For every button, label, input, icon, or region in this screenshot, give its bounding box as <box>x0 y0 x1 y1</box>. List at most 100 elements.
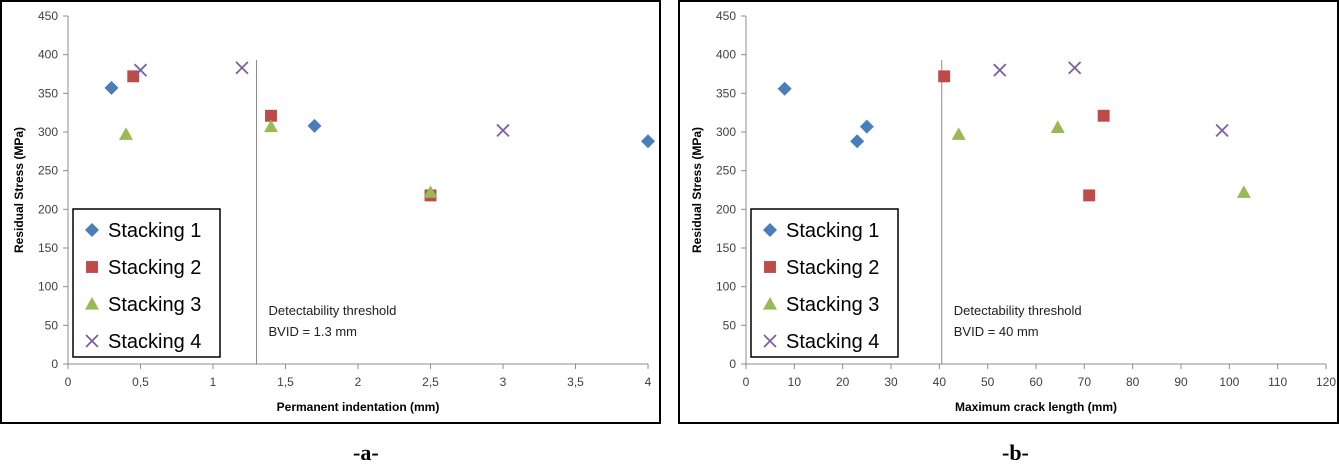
x-tick-label: 3,5 <box>567 375 584 389</box>
x-tick-label: 20 <box>836 375 850 389</box>
legend-label-2: Stacking 2 <box>108 257 201 279</box>
series-1-point-1 <box>777 81 792 96</box>
legend-label-3: Stacking 3 <box>786 294 879 316</box>
y-tick-label: 250 <box>38 164 58 178</box>
series-3 <box>119 119 438 198</box>
legend-label-3: Stacking 3 <box>108 294 201 316</box>
legend-marker-4 <box>85 334 99 348</box>
y-tick-label: 400 <box>38 48 58 62</box>
series-1-point-3 <box>859 119 874 134</box>
y-axis-title: Residual Stress (MPa) <box>690 127 704 253</box>
x-tick-label: 80 <box>1126 375 1140 389</box>
x-tick-label: 40 <box>933 375 947 389</box>
legend-marker-1 <box>763 223 777 237</box>
x-tick-label: 120 <box>1316 375 1336 389</box>
x-tick-label: 70 <box>1078 375 1092 389</box>
legend-label-4: Stacking 4 <box>108 331 201 353</box>
y-tick-label: 150 <box>38 241 58 255</box>
chart-a: 0 50 100 150 200 250 300 350 400 450 0 0,5 1 1,5 2 2,5 3… <box>0 0 661 424</box>
series-1-point-2 <box>307 118 322 133</box>
x-tick-label: 60 <box>1029 375 1043 389</box>
series-4-point-2 <box>235 61 249 75</box>
y-tick-label: 50 <box>723 318 737 332</box>
y-tick-label: 100 <box>716 280 736 294</box>
series-4 <box>993 61 1229 138</box>
threshold-annotation-value: BVID = 1.3 mm <box>269 324 358 339</box>
series-4-point-1 <box>133 63 148 77</box>
legend: Stacking 1 Stacking 2 Stacking 3 Stacking 4 <box>72 208 221 358</box>
x-tick-label: 10 <box>788 375 802 389</box>
legend-marker-3 <box>763 297 777 310</box>
y-tick-label: 400 <box>716 48 736 62</box>
x-tick-label: 90 <box>1174 375 1188 389</box>
legend-label-2: Stacking 2 <box>786 257 879 279</box>
legend-label-1: Stacking 1 <box>786 220 879 242</box>
y-tick-label: 200 <box>716 202 736 216</box>
series-2-point-1 <box>127 70 140 83</box>
x-tick-label: 2,5 <box>422 375 439 389</box>
threshold-annotation-title: Detectability threshold <box>269 303 397 318</box>
threshold-annotation-title: Detectability threshold <box>954 303 1082 318</box>
series-4-point-1 <box>993 63 1007 77</box>
legend-marker-2 <box>764 261 776 273</box>
series-3-point-1 <box>951 127 966 140</box>
threshold-annotation-value: BVID = 40 mm <box>954 324 1039 339</box>
y-axis-title: Residual Stress (MPa) <box>12 127 26 253</box>
x-tick-label: 3 <box>500 375 507 389</box>
x-tick-label: 0 <box>65 375 72 389</box>
y-tick-label: 0 <box>729 357 736 371</box>
legend-marker-4 <box>763 334 777 348</box>
series-4 <box>133 61 510 138</box>
subfigure-label-a: -a- <box>353 440 379 465</box>
y-tick-label: 200 <box>38 202 58 216</box>
legend-label-4: Stacking 4 <box>786 331 879 353</box>
series-2-point-3 <box>1083 189 1096 202</box>
series-2-point-2 <box>265 109 277 122</box>
x-tick-label: 4 <box>645 375 652 389</box>
series-3-point-2 <box>1050 120 1065 133</box>
y-tick-label: 150 <box>716 241 736 255</box>
series-1-point-2 <box>850 134 865 149</box>
y-tick-label: 250 <box>716 164 736 178</box>
x-tick-label: 110 <box>1268 375 1287 389</box>
x-axis-title: Permanent indentation (mm) <box>277 400 440 414</box>
y-tick-label: 450 <box>38 9 58 23</box>
y-tick-label: 300 <box>716 125 736 139</box>
series-3 <box>951 120 1251 198</box>
series-4-point-2 <box>1068 61 1082 75</box>
x-tick-label: 1,5 <box>277 375 294 389</box>
legend-box <box>750 208 899 358</box>
series-4-point-3 <box>1215 123 1229 138</box>
series-2 <box>938 70 1110 202</box>
legend-marker-3 <box>85 297 99 310</box>
y-tick-label: 100 <box>38 280 58 294</box>
x-tick-label: 1 <box>210 375 217 389</box>
legend-label-1: Stacking 1 <box>108 220 201 242</box>
series-3-point-2 <box>264 119 278 133</box>
legend-marker-1 <box>85 223 99 237</box>
x-tick-label: 0 <box>743 375 750 389</box>
legend-box <box>72 208 221 358</box>
chart-b: 0 50 100 150 200 250 300 350 400 450 0 10 20 30 40 50 60… <box>678 0 1339 424</box>
y-tick-label: 0 <box>51 357 58 371</box>
x-tick-label: 0,5 <box>132 375 149 389</box>
series-1 <box>777 81 874 149</box>
legend-marker-2 <box>86 261 98 273</box>
x-tick-label: 30 <box>884 375 898 389</box>
series-3-point-1 <box>119 127 133 140</box>
series-1-point-3 <box>641 134 655 149</box>
series-1 <box>104 80 655 149</box>
y-tick-label: 350 <box>38 86 58 100</box>
y-tick-label: 350 <box>716 86 736 100</box>
subfigure-label-b: -b- <box>1002 440 1029 465</box>
series-3-point-3 <box>1236 185 1251 198</box>
y-tick-label: 50 <box>45 318 59 332</box>
x-axis-title: Maximum crack length (mm) <box>955 400 1117 414</box>
series-1-point-1 <box>104 80 119 95</box>
x-tick-label: 2 <box>355 375 362 389</box>
x-tick-label: 100 <box>1219 375 1239 389</box>
y-tick-label: 300 <box>38 125 58 139</box>
series-3-point-3 <box>423 185 438 198</box>
y-tick-label: 450 <box>716 9 736 23</box>
series-2-point-2 <box>1097 109 1110 122</box>
